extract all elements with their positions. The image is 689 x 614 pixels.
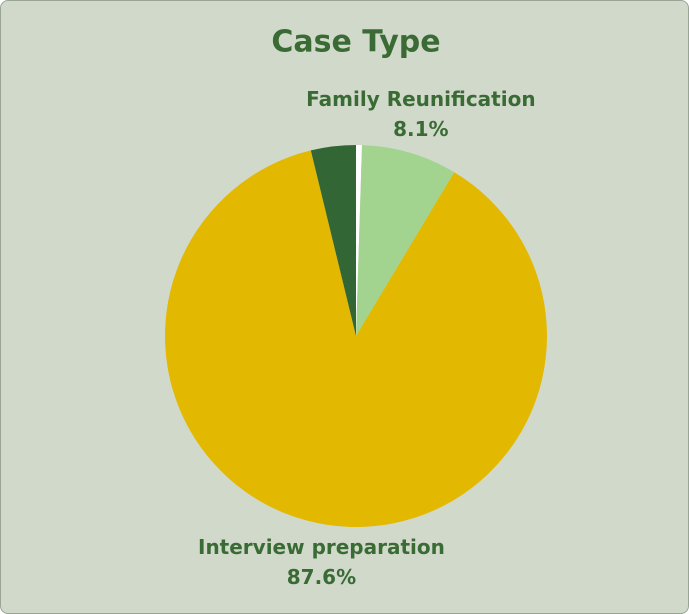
chart-title: Case Type [271, 25, 440, 60]
pie-slice [356, 145, 362, 336]
pie-slice [356, 145, 455, 336]
slice-label: Interview preparation [198, 535, 445, 559]
pie-slice [165, 150, 547, 527]
slice-value-label: 8.1% [393, 117, 448, 141]
slice-value-label: 87.6% [287, 565, 356, 589]
pie-slice [310, 145, 356, 336]
slice-label: Family Reunification [306, 87, 535, 111]
